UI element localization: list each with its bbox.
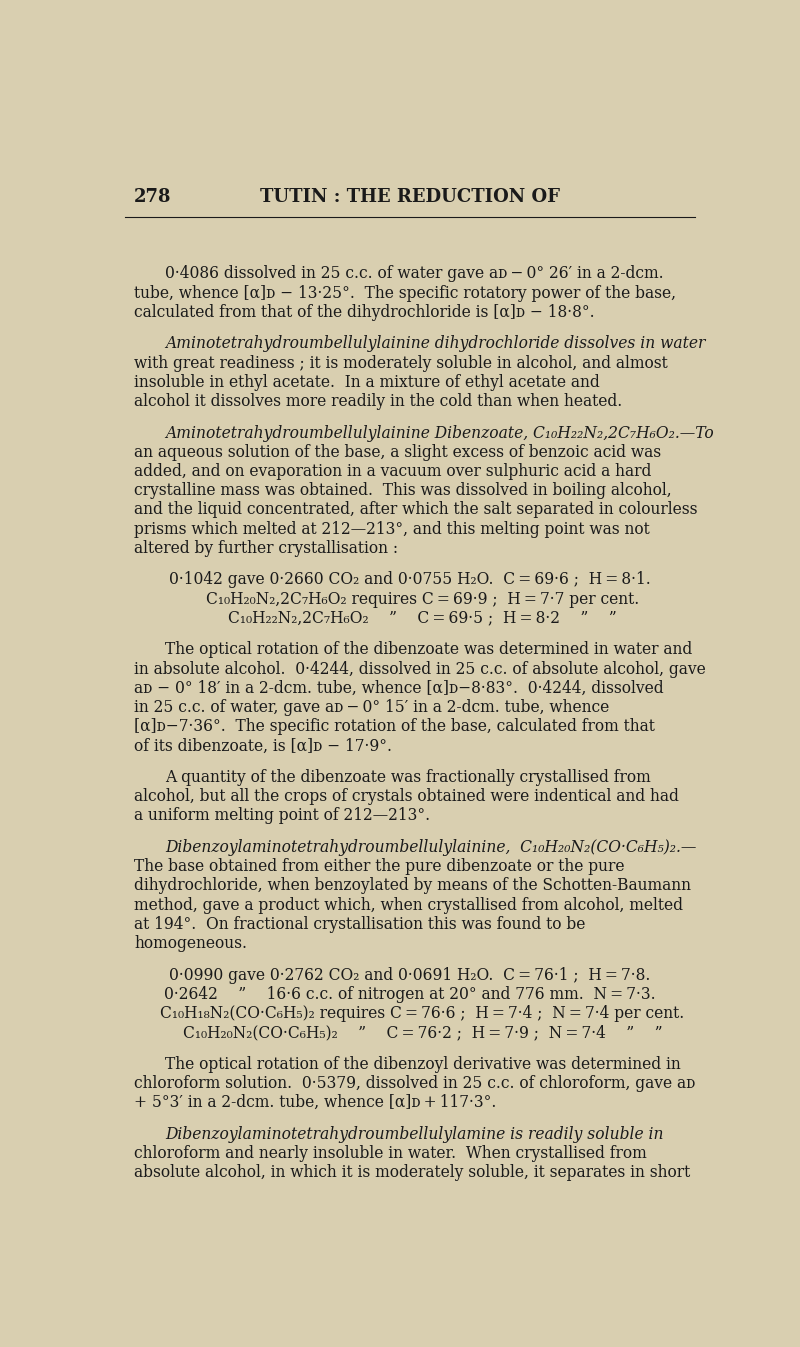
Text: crystalline mass was obtained.  This was dissolved in boiling alcohol,: crystalline mass was obtained. This was … (134, 482, 672, 500)
Text: C₁₀H₂₂N₂,2C₇H₆O₂  ”  C = 69·5 ;  H = 8·2  ”  ”: C₁₀H₂₂N₂,2C₇H₆O₂ ” C = 69·5 ; H = 8·2 ” … (228, 610, 617, 626)
Text: C₁₀H₂₀N₂,2C₇H₆O₂ requires C = 69·9 ;  H = 7·7 per cent.: C₁₀H₂₀N₂,2C₇H₆O₂ requires C = 69·9 ; H =… (206, 590, 639, 607)
Text: altered by further crystallisation :: altered by further crystallisation : (134, 540, 398, 556)
Text: with great readiness ; it is moderately soluble in alcohol, and almost: with great readiness ; it is moderately … (134, 354, 668, 372)
Text: 0·2642  ”  16·6 c.c. of nitrogen at 20° and 776 mm.  N = 7·3.: 0·2642 ” 16·6 c.c. of nitrogen at 20° an… (164, 986, 656, 1004)
Text: in 25 c.c. of water, gave aᴅ − 0° 15′ in a 2-dcm. tube, whence: in 25 c.c. of water, gave aᴅ − 0° 15′ in… (134, 699, 610, 717)
Text: in absolute alcohol.  0·4244, dissolved in 25 c.c. of absolute alcohol, gave: in absolute alcohol. 0·4244, dissolved i… (134, 660, 706, 678)
Text: homogeneous.: homogeneous. (134, 935, 247, 952)
Text: added, and on evaporation in a vacuum over sulphuric acid a hard: added, and on evaporation in a vacuum ov… (134, 463, 651, 480)
Text: calculated from that of the dihydrochloride is [α]ᴅ − 18·8°.: calculated from that of the dihydrochlor… (134, 303, 594, 321)
Text: a uniform melting point of 212—213°.: a uniform melting point of 212—213°. (134, 807, 430, 824)
Text: an aqueous solution of the base, a slight excess of benzoic acid was: an aqueous solution of the base, a sligh… (134, 443, 662, 461)
Text: prisms which melted at 212—213°, and this melting point was not: prisms which melted at 212—213°, and thi… (134, 520, 650, 537)
Text: alcohol, but all the crops of crystals obtained were indentical and had: alcohol, but all the crops of crystals o… (134, 788, 679, 806)
Text: and the liquid concentrated, after which the salt separated in colourless: and the liquid concentrated, after which… (134, 501, 698, 519)
Text: TUTIN : THE REDUCTION OF: TUTIN : THE REDUCTION OF (260, 187, 560, 206)
Text: at 194°.  On fractional crystallisation this was found to be: at 194°. On fractional crystallisation t… (134, 916, 586, 933)
Text: The optical rotation of the dibenzoyl derivative was determined in: The optical rotation of the dibenzoyl de… (165, 1056, 681, 1074)
Text: tube, whence [α]ᴅ − 13·25°.  The specific rotatory power of the base,: tube, whence [α]ᴅ − 13·25°. The specific… (134, 284, 676, 302)
Text: 0·4086 dissolved in 25 c.c. of water gave aᴅ − 0° 26′ in a 2-dcm.: 0·4086 dissolved in 25 c.c. of water gav… (165, 265, 664, 283)
Text: dihydrochloride, when benzoylated by means of the Schotten-Baumann: dihydrochloride, when benzoylated by mea… (134, 877, 691, 894)
Text: + 5°3′ in a 2-dcm. tube, whence [α]ᴅ + 117·3°.: + 5°3′ in a 2-dcm. tube, whence [α]ᴅ + 1… (134, 1094, 497, 1111)
Text: aᴅ − 0° 18′ in a 2-dcm. tube, whence [α]ᴅ−8·83°.  0·4244, dissolved: aᴅ − 0° 18′ in a 2-dcm. tube, whence [α]… (134, 680, 664, 696)
Text: alcohol it dissolves more readily in the cold than when heated.: alcohol it dissolves more readily in the… (134, 393, 622, 409)
Text: absolute alcohol, in which it is moderately soluble, it separates in short: absolute alcohol, in which it is moderat… (134, 1164, 690, 1181)
Text: 0·1042 gave 0·2660 CO₂ and 0·0755 H₂O.  C = 69·6 ;  H = 8·1.: 0·1042 gave 0·2660 CO₂ and 0·0755 H₂O. C… (169, 571, 651, 589)
Text: A quantity of the dibenzoate was fractionally crystallised from: A quantity of the dibenzoate was fractio… (165, 769, 651, 787)
Text: insoluble in ethyl acetate.  In a mixture of ethyl acetate and: insoluble in ethyl acetate. In a mixture… (134, 373, 600, 391)
Text: Dibenzoylaminotetrahydroumbellulylamine is readily soluble in: Dibenzoylaminotetrahydroumbellulylamine … (165, 1126, 664, 1144)
Text: 278: 278 (134, 187, 171, 206)
Text: [α]ᴅ−7·36°.  The specific rotation of the base, calculated from that: [α]ᴅ−7·36°. The specific rotation of the… (134, 718, 655, 735)
Text: chloroform and nearly insoluble in water.  When crystallised from: chloroform and nearly insoluble in water… (134, 1145, 647, 1162)
Text: C₁₀H₂₀N₂(CO·C₆H₅)₂  ”  C = 76·2 ;  H = 7·9 ;  N = 7·4  ”  ”: C₁₀H₂₀N₂(CO·C₆H₅)₂ ” C = 76·2 ; H = 7·9 … (182, 1024, 662, 1041)
Text: The base obtained from either the pure dibenzoate or the pure: The base obtained from either the pure d… (134, 858, 625, 876)
Text: chloroform solution.  0·5379, dissolved in 25 c.c. of chloroform, gave aᴅ: chloroform solution. 0·5379, dissolved i… (134, 1075, 695, 1092)
Text: method, gave a product which, when crystallised from alcohol, melted: method, gave a product which, when cryst… (134, 897, 683, 913)
Text: Aminotetrahydroumbellulylainine dihydrochloride dissolves in water: Aminotetrahydroumbellulylainine dihydroc… (165, 335, 706, 353)
Text: Dibenzoylaminotetrahydroumbellulylainine,  C₁₀H₂₀N₂(CO·C₆H₅)₂.—: Dibenzoylaminotetrahydroumbellulylainine… (165, 839, 697, 857)
Text: The optical rotation of the dibenzoate was determined in water and: The optical rotation of the dibenzoate w… (165, 641, 692, 659)
Text: 0·0990 gave 0·2762 CO₂ and 0·0691 H₂O.  C = 76·1 ;  H = 7·8.: 0·0990 gave 0·2762 CO₂ and 0·0691 H₂O. C… (170, 967, 650, 983)
Text: Aminotetrahydroumbellulylainine Dibenzoate, C₁₀H₂₂N₂,2C₇H₆O₂.—To: Aminotetrahydroumbellulylainine Dibenzoa… (165, 424, 714, 442)
Text: C₁₀H₁₈N₂(CO·C₆H₅)₂ requires C = 76·6 ;  H = 7·4 ;  N = 7·4 per cent.: C₁₀H₁₈N₂(CO·C₆H₅)₂ requires C = 76·6 ; H… (160, 1005, 685, 1022)
Text: of its dibenzoate, is [α]ᴅ − 17·9°.: of its dibenzoate, is [α]ᴅ − 17·9°. (134, 737, 392, 754)
